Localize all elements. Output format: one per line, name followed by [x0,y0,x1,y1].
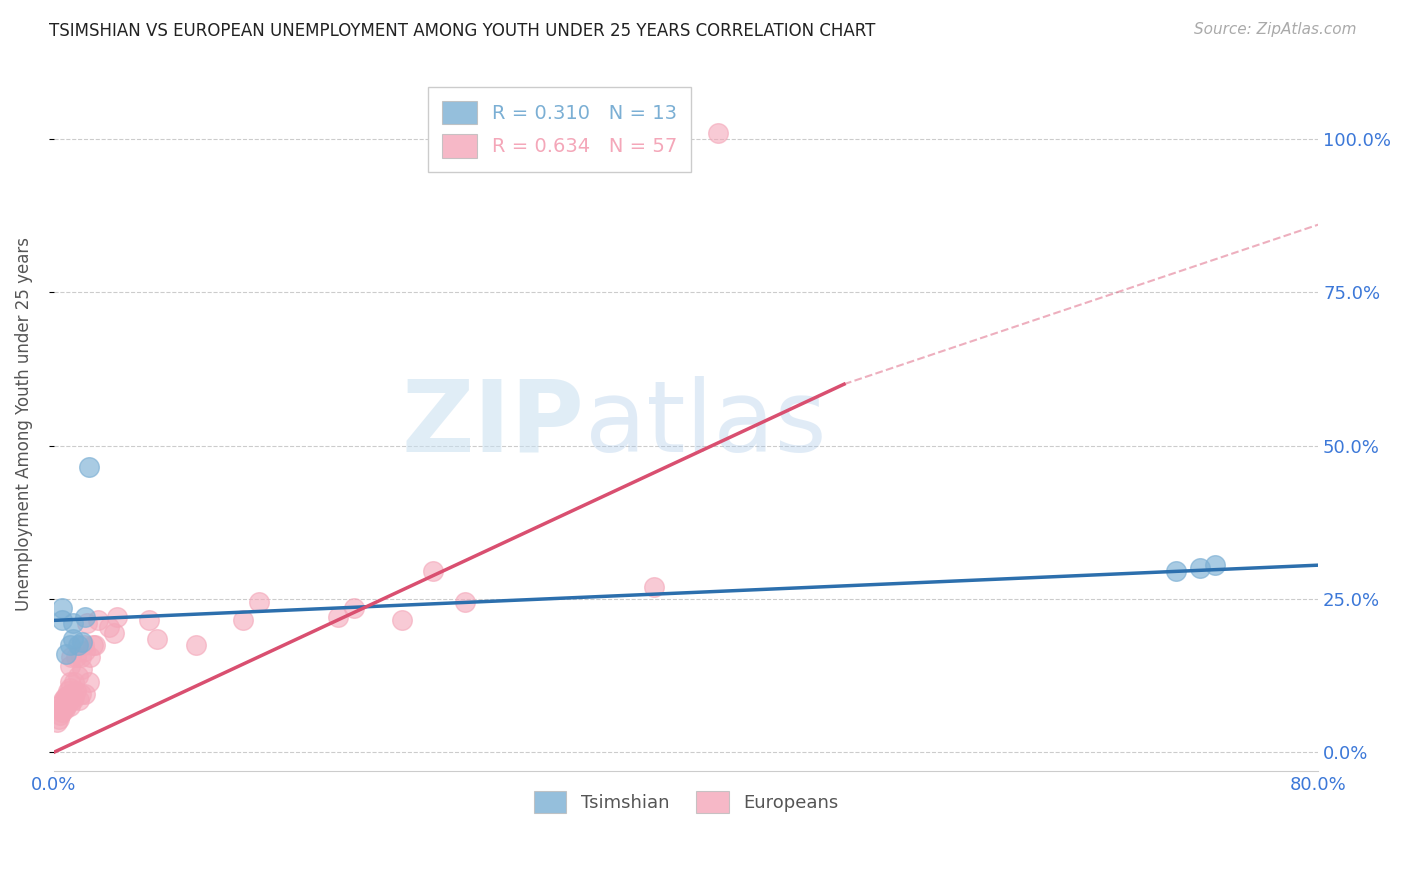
Point [1164,564,1187,578]
Point [75,687,97,701]
Point [75,644,97,658]
Point [84,638,107,652]
Point [643,580,665,594]
Point [343,601,366,615]
Point [62,632,84,646]
Point [66,638,89,652]
Point [56,696,79,710]
Point [51,706,73,720]
Point [55,699,77,714]
Point [59,638,82,652]
Point [55,647,77,661]
Point [49,702,72,716]
Point [59,699,82,714]
Y-axis label: Unemployment Among Youth under 25 years: Unemployment Among Youth under 25 years [15,237,32,611]
Point [51,696,73,710]
Point [59,681,82,695]
Point [60,650,83,665]
Point [328,610,350,624]
Point [55,690,77,704]
Point [1188,561,1211,575]
Point [247,595,270,609]
Point [1204,558,1226,573]
Text: TSIMSHIAN VS EUROPEAN UNEMPLOYMENT AMONG YOUTH UNDER 25 YEARS CORRELATION CHART: TSIMSHIAN VS EUROPEAN UNEMPLOYMENT AMONG… [49,22,876,40]
Point [706,126,728,140]
Legend: Tsimshian, Europeans: Tsimshian, Europeans [523,780,849,824]
Text: atlas: atlas [585,376,827,473]
Point [48,712,70,726]
Point [67,693,90,707]
Point [59,674,82,689]
Point [56,690,79,704]
Point [59,693,82,707]
Point [51,699,73,714]
Point [79,650,101,665]
Text: Source: ZipAtlas.com: Source: ZipAtlas.com [1194,22,1357,37]
Point [76,616,98,631]
Point [72,635,94,649]
Point [72,663,94,677]
Point [62,616,84,631]
Point [46,714,69,729]
Point [73,638,96,652]
Point [53,702,76,716]
Point [105,610,128,624]
Point [454,595,477,609]
Point [232,613,254,627]
Text: ZIP: ZIP [402,376,585,473]
Point [422,564,444,578]
Point [103,625,125,640]
Point [51,601,73,615]
Point [56,684,79,698]
Point [62,693,84,707]
Point [145,632,167,646]
Point [51,613,73,627]
Point [53,690,76,704]
Point [77,674,100,689]
Point [49,708,72,723]
Point [98,619,121,633]
Point [59,687,82,701]
Point [66,668,89,682]
Point [184,638,207,652]
Point [77,460,100,475]
Point [63,674,86,689]
Point [59,659,82,673]
Point [69,687,91,701]
Point [65,650,87,665]
Point [65,684,87,698]
Point [87,613,110,627]
Point [69,650,91,665]
Point [75,610,97,624]
Point [63,690,86,704]
Point [52,693,75,707]
Point [52,702,75,716]
Point [82,638,104,652]
Point [138,613,160,627]
Point [391,613,413,627]
